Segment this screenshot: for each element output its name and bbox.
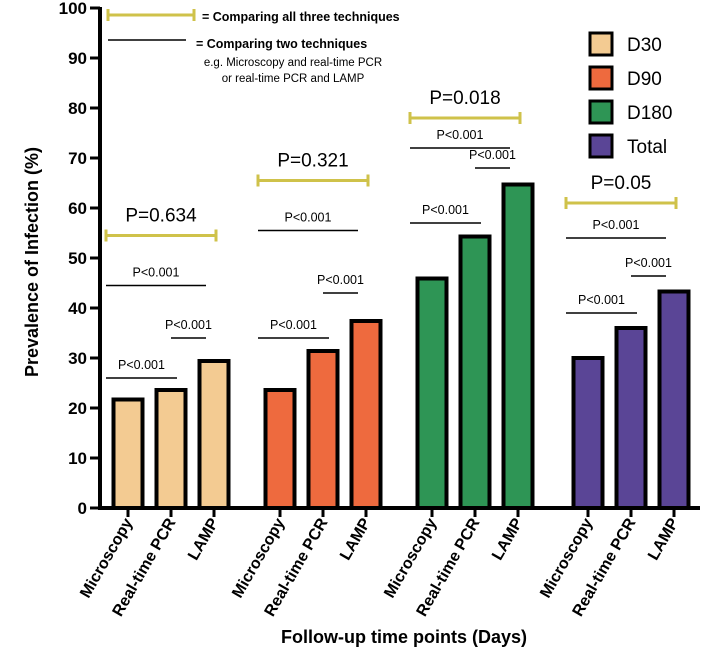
legend-label-d180: D180 xyxy=(627,103,672,124)
key-two-label: = Comparing two techniques xyxy=(196,37,367,51)
pair-p-value: P<0.001 xyxy=(469,148,516,162)
overall-p-value: P=0.05 xyxy=(591,173,652,194)
y-tick-label: 50 xyxy=(68,249,87,268)
legend-swatch-total xyxy=(588,133,614,159)
key-two-example: e.g. Microscopy and real-time PCR xyxy=(204,57,382,69)
pair-p-value: P<0.001 xyxy=(118,358,165,372)
pair-p-value: P<0.001 xyxy=(285,211,332,225)
y-axis-label: Prevalence of Infection (%) xyxy=(22,147,42,377)
pair-p-value: P<0.001 xyxy=(270,318,317,332)
x-axis-label: Follow-up time points (Days) xyxy=(281,627,527,647)
bar-d180-0 xyxy=(415,276,449,510)
x-tick-label: LAMP xyxy=(337,515,375,563)
pair-p-value: P<0.001 xyxy=(165,318,212,332)
key-two-example: or real-time PCR and LAMP xyxy=(222,73,365,85)
bar-total-0 xyxy=(571,356,605,510)
x-tick-label: LAMP xyxy=(645,515,683,563)
y-tick-label: 80 xyxy=(68,99,87,118)
bar-d30-2 xyxy=(197,359,231,510)
bar-d90-1 xyxy=(306,349,340,510)
key-three-label: = Comparing all three techniques xyxy=(202,10,400,24)
bar-d180-1 xyxy=(458,234,492,510)
legend-label-total: Total xyxy=(627,137,667,158)
overall-p-value: P=0.634 xyxy=(125,206,197,227)
y-tick-label: 100 xyxy=(59,0,87,18)
pair-p-value: P<0.001 xyxy=(578,293,625,307)
y-tick-label: 90 xyxy=(68,49,87,68)
legend-label-d90: D90 xyxy=(627,69,662,90)
y-tick-label: 70 xyxy=(68,149,87,168)
y-tick-label: 20 xyxy=(68,399,87,418)
pair-p-value: P<0.001 xyxy=(593,218,640,232)
x-tick-label: LAMP xyxy=(489,515,527,563)
bar-d30-0 xyxy=(111,397,145,510)
y-tick-label: 0 xyxy=(78,499,87,518)
x-tick-label: LAMP xyxy=(185,515,223,563)
overall-p-value: P=0.321 xyxy=(277,151,348,172)
legend-swatch-d180 xyxy=(588,99,614,125)
pair-p-value: P<0.001 xyxy=(625,256,672,270)
pair-p-value: P<0.001 xyxy=(437,128,484,142)
bar-d90-2 xyxy=(349,319,383,510)
overall-p-value: P=0.018 xyxy=(429,88,500,109)
bar-d90-0 xyxy=(263,388,297,510)
bar-total-1 xyxy=(614,326,648,510)
y-tick-label: 10 xyxy=(68,449,87,468)
y-tick-label: 40 xyxy=(68,299,87,318)
legend-swatch-d90 xyxy=(588,65,614,91)
legend-label-d30: D30 xyxy=(627,35,662,56)
y-tick-label: 30 xyxy=(68,349,87,368)
y-tick-label: 60 xyxy=(68,199,87,218)
pair-p-value: P<0.001 xyxy=(133,266,180,280)
bar-d180-2 xyxy=(501,182,535,510)
pair-p-value: P<0.001 xyxy=(317,273,364,287)
pair-p-value: P<0.001 xyxy=(422,203,469,217)
bar-d30-1 xyxy=(154,388,188,510)
bar-total-2 xyxy=(657,289,691,510)
legend-swatch-d30 xyxy=(588,31,614,57)
